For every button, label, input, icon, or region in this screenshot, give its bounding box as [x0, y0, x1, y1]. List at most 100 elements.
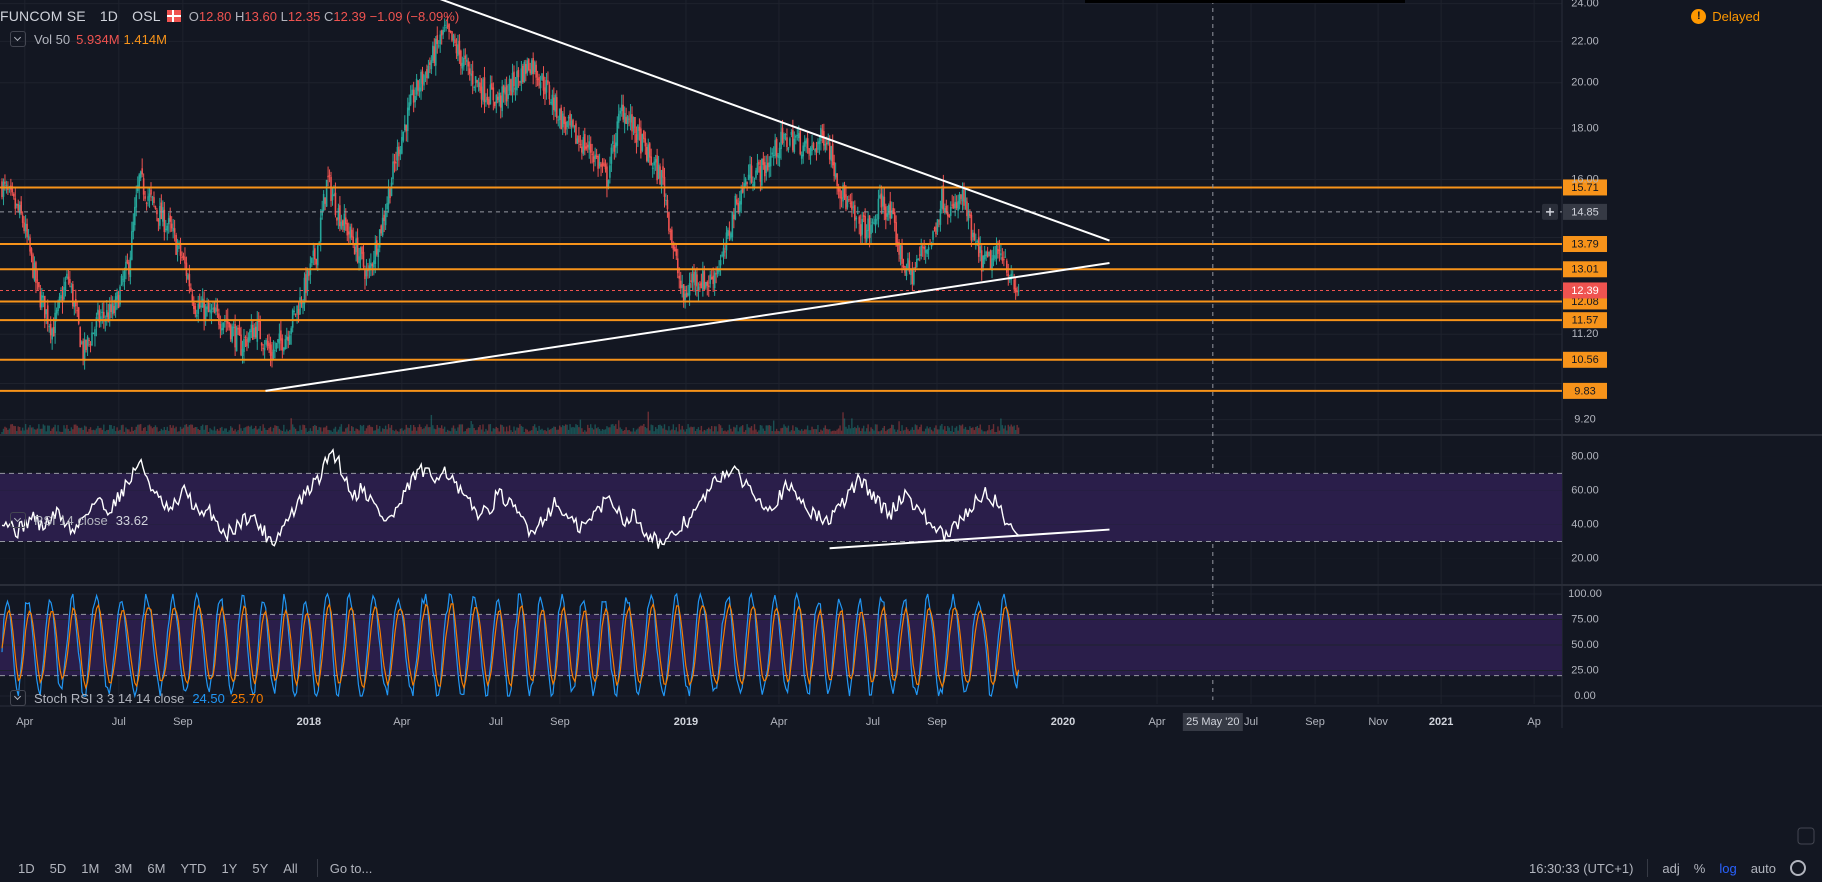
candle	[659, 163, 661, 185]
candle-body	[638, 126, 641, 131]
volume-bar	[721, 427, 723, 434]
candle-body	[870, 224, 872, 235]
chevron-down-icon[interactable]	[10, 31, 26, 47]
volume-bar	[300, 429, 303, 434]
symbol-name[interactable]: FUNCOM SE	[0, 8, 86, 24]
candle-body	[550, 102, 552, 104]
volume-bar	[172, 425, 174, 434]
candle	[461, 56, 464, 75]
candle	[526, 57, 529, 76]
volume-bar	[519, 424, 521, 434]
candle	[806, 132, 809, 154]
candle	[285, 327, 288, 349]
range-all[interactable]: All	[283, 860, 298, 876]
candle-body	[418, 87, 421, 92]
candle-body	[625, 117, 627, 124]
volume-bar	[159, 430, 161, 434]
candle	[281, 334, 284, 359]
range-1m[interactable]: 1M	[81, 860, 100, 876]
volume-bar	[590, 424, 592, 434]
range-1d[interactable]: 1D	[18, 860, 35, 876]
volume-bar	[857, 425, 859, 434]
candle	[786, 128, 788, 152]
range-3m[interactable]: 3M	[114, 860, 133, 876]
log-toggle[interactable]: log	[1719, 860, 1737, 876]
candle	[82, 338, 84, 366]
candle	[423, 73, 425, 90]
candle	[485, 93, 487, 107]
range-5y[interactable]: 5Y	[252, 860, 269, 876]
candle-body	[26, 223, 28, 237]
candle-body	[564, 121, 567, 130]
volume-bar	[474, 430, 477, 434]
candle-body	[997, 248, 999, 254]
range-1y[interactable]: 1Y	[221, 860, 238, 876]
time-tick-label: Apr	[393, 716, 410, 728]
candle	[558, 108, 561, 129]
volume-bar	[744, 430, 747, 434]
volume-bar	[941, 424, 943, 434]
level-label-text: 10.56	[1571, 354, 1599, 366]
adj-toggle[interactable]: adj	[1662, 860, 1680, 876]
stoch-tick-label: 0.00	[1574, 690, 1595, 702]
volume-bar	[41, 428, 43, 434]
candle	[27, 228, 30, 241]
candle-body	[406, 107, 409, 131]
candle	[260, 342, 263, 352]
candle-body	[328, 175, 331, 177]
volume-bar	[908, 431, 911, 434]
range-5d[interactable]: 5D	[49, 860, 67, 876]
volume-bar	[560, 427, 562, 434]
candle-body	[206, 306, 208, 310]
volume-bar	[227, 431, 229, 434]
clock-time[interactable]: 16:30:33 (UTC+1)	[1528, 860, 1634, 876]
volume-bar	[684, 431, 686, 434]
range-6m[interactable]: 6M	[147, 860, 166, 876]
chevron-down-icon[interactable]	[10, 512, 26, 528]
candle-body	[11, 186, 14, 193]
candle-body	[730, 233, 732, 239]
candle	[275, 342, 278, 353]
percent-toggle[interactable]: %	[1693, 860, 1706, 876]
candle	[862, 211, 865, 223]
candle-body	[591, 153, 593, 155]
volume-bar	[812, 429, 815, 434]
goto-button[interactable]: Go to...	[329, 860, 373, 876]
volume-bar	[345, 428, 347, 434]
gear-icon[interactable]	[1790, 860, 1806, 876]
candle	[316, 244, 319, 272]
volume-bar	[10, 424, 12, 434]
candle-body	[629, 114, 632, 123]
candle-body	[871, 221, 874, 223]
volume-bar	[783, 424, 785, 434]
candle	[150, 182, 152, 202]
candle-body	[240, 334, 242, 356]
volume-bar	[771, 431, 773, 434]
candle	[139, 170, 142, 182]
volume-bar	[377, 428, 379, 434]
candle-body	[204, 306, 207, 320]
rsi-legend: RSI 14 close 33.62	[10, 512, 148, 528]
delayed-badge[interactable]: ! Delayed	[1691, 9, 1760, 24]
candle	[579, 135, 582, 149]
volume-bar	[1017, 427, 1020, 434]
candle-body	[814, 148, 816, 152]
interval[interactable]: 1D	[99, 8, 119, 24]
auto-toggle[interactable]: auto	[1750, 860, 1776, 876]
volume-bar	[901, 425, 903, 434]
candle-body	[548, 85, 551, 100]
volume-bar	[358, 430, 360, 434]
chevron-down-icon[interactable]	[10, 690, 26, 706]
volume-bar	[920, 424, 922, 434]
range-ytd[interactable]: YTD	[180, 860, 207, 876]
volume-bar	[339, 426, 341, 434]
volume-bar	[544, 430, 546, 434]
candle	[2, 178, 5, 206]
candle	[489, 75, 492, 105]
candle	[402, 131, 405, 143]
candle-body	[824, 143, 827, 150]
candle	[728, 221, 731, 241]
candle-body	[489, 84, 492, 105]
candle-body	[502, 85, 505, 93]
